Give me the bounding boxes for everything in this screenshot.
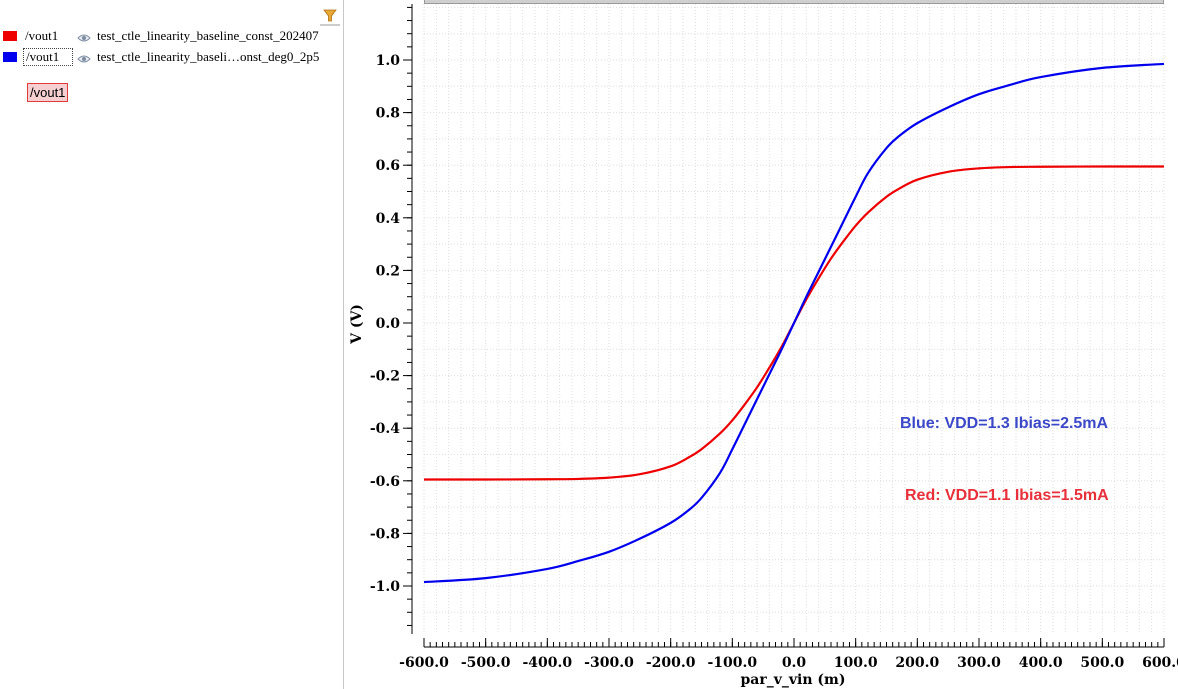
legend-signal-name: /vout1 [25,28,59,43]
funnel-icon[interactable] [318,6,342,26]
legend-item[interactable]: /vout1 test_ctle_linearity_baseline_cons… [3,27,319,45]
series-layer [423,62,1165,584]
x-tick-label: 500.0 [1080,655,1124,671]
y-tick-label: 0.4 [376,211,401,227]
x-tick-label: -200.0 [646,655,696,671]
y-tick-label: 0.0 [376,316,401,332]
y-tick-label: -0.4 [370,421,400,437]
legend-dataset-name: test_ctle_linearity_baseli…onst_deg0_2p5 [97,49,320,64]
eye-icon[interactable] [77,31,91,42]
x-tick-label: -400.0 [523,655,573,671]
y-tick-label: 0.6 [376,158,400,174]
legend-swatch [3,52,17,62]
x-tick-label: 600.0 [1142,655,1178,671]
axes [403,4,1165,648]
y-tick-label: -0.2 [370,369,400,385]
x-tick-label: -300.0 [584,655,634,671]
plot-top-strip [424,0,1164,4]
grid [423,4,1165,634]
series-blue-line [423,62,1165,584]
legend-swatch [3,31,17,41]
y-axis-title: V (V) [349,304,365,345]
eye-icon[interactable] [77,52,91,63]
y-tick-label: 0.2 [376,263,400,279]
legend-signal-name: /vout1 [23,48,73,66]
x-tick-label: 300.0 [957,655,1001,671]
x-tick-label: 100.0 [834,655,878,671]
x-tick-label: -100.0 [708,655,758,671]
y-tick-label: 0.8 [376,106,400,122]
x-tick-label: 0.0 [782,655,807,671]
signal-tag[interactable]: /vout1 [27,83,69,102]
legend-item[interactable]: /vout1 test_ctle_linearity_baseli…onst_d… [3,48,319,66]
legend-dataset-name: test_ctle_linearity_baseline_const_20240… [97,28,319,43]
y-tick-label: -1.0 [370,579,400,595]
annotation-red: Red: VDD=1.1 Ibias=1.5mA [905,487,1109,504]
x-tick-label: -600.0 [399,655,449,671]
tick-labels: -1.0 -0.8 -0.6 -0.4 -0.2 0.0 0.2 0.4 0.6 0.8 1.0 -6… [370,53,1178,671]
x-tick-label: -500.0 [461,655,511,671]
y-tick-label: -0.8 [370,526,400,542]
y-tick-label: -0.6 [370,474,400,490]
x-axis-title: par_v_vin (m) [741,672,846,688]
y-tick-label: 1.0 [376,53,401,69]
annotation-blue: Blue: VDD=1.3 Ibias=2.5mA [900,415,1109,432]
x-tick-label: 200.0 [895,655,939,671]
legend-panel: /vout1 test_ctle_linearity_baseline_cons… [0,0,344,689]
x-tick-label: 400.0 [1019,655,1063,671]
